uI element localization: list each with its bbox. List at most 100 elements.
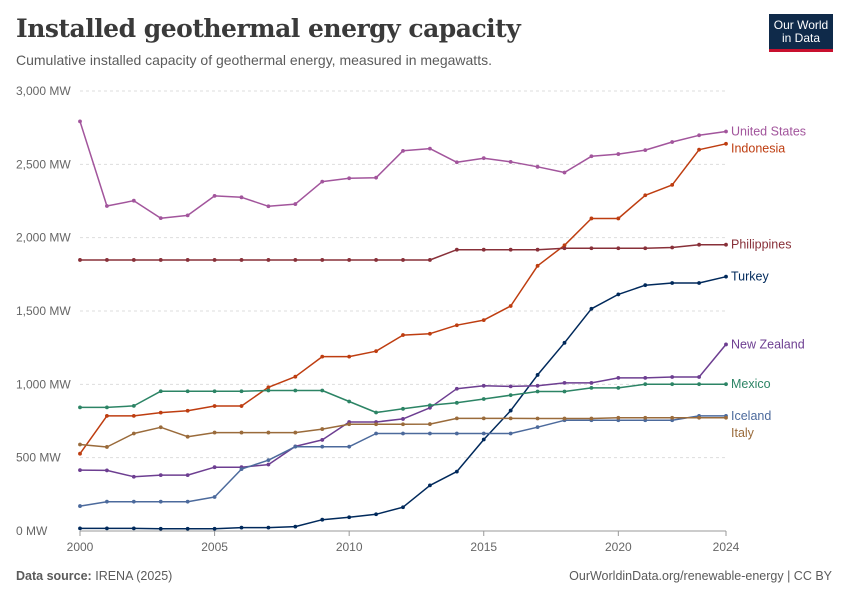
data-point — [78, 119, 82, 124]
data-point — [105, 204, 109, 208]
data-point — [293, 388, 298, 393]
data-point — [158, 258, 163, 262]
x-tick-label: 2020 — [605, 540, 632, 554]
data-point — [374, 431, 378, 436]
y-tick-label: 1,500 MW — [16, 304, 71, 318]
data-point — [589, 385, 594, 390]
data-point — [616, 246, 621, 251]
data-point — [158, 499, 163, 504]
y-tick-label: 2,500 MW — [16, 157, 71, 171]
data-point — [481, 437, 486, 442]
data-source-label: Data source: — [16, 569, 92, 583]
data-point — [724, 382, 728, 387]
data-point — [508, 304, 513, 308]
data-point — [78, 504, 82, 508]
data-point — [454, 386, 459, 391]
data-point — [562, 246, 567, 251]
data-point — [643, 382, 648, 387]
series-end-label: Turkey — [731, 270, 769, 284]
data-point — [562, 389, 567, 394]
data-point — [670, 415, 675, 420]
data-point — [293, 374, 298, 379]
data-point — [374, 258, 378, 262]
data-point — [158, 410, 163, 415]
data-point — [131, 499, 136, 504]
data-point — [589, 416, 594, 421]
data-point — [643, 246, 648, 251]
series-end-label: Philippines — [731, 238, 791, 252]
series-end-label: Italy — [731, 426, 755, 440]
data-point — [616, 375, 621, 380]
data-point — [158, 473, 163, 478]
chart-title: Installed geothermal energy capacity — [16, 14, 521, 43]
data-point — [105, 526, 109, 531]
data-point — [401, 431, 405, 436]
data-point — [428, 331, 432, 336]
data-point — [670, 245, 675, 250]
data-point — [401, 422, 405, 427]
data-point — [78, 468, 82, 473]
data-point — [481, 397, 486, 401]
x-tick-label: 2005 — [201, 540, 228, 554]
data-point — [131, 474, 136, 479]
data-source-value[interactable]: IRENA (2025) — [95, 569, 173, 583]
data-point — [616, 415, 621, 420]
data-point — [428, 403, 432, 408]
data-point — [589, 216, 594, 221]
data-point — [643, 193, 648, 198]
data-point — [454, 416, 459, 421]
data-point — [158, 216, 163, 221]
data-point — [562, 340, 567, 345]
data-point — [212, 193, 217, 198]
data-point — [158, 526, 163, 531]
data-point — [158, 425, 163, 430]
data-point — [535, 389, 540, 394]
data-point — [212, 495, 217, 499]
data-point — [508, 408, 513, 413]
x-tick-label: 2015 — [470, 540, 497, 554]
data-point — [670, 281, 675, 285]
data-point — [670, 375, 675, 379]
series-mexico — [78, 382, 728, 415]
data-point — [266, 458, 271, 463]
owid-logo[interactable]: Our World in Data — [769, 14, 833, 52]
data-point — [266, 388, 271, 393]
data-point — [401, 333, 405, 337]
data-point — [212, 404, 217, 408]
series-end-label: United States — [731, 124, 806, 138]
data-point — [293, 430, 298, 435]
data-point — [320, 427, 325, 431]
data-point — [508, 384, 513, 389]
y-tick-label: 500 MW — [16, 451, 61, 465]
data-point — [697, 242, 701, 247]
data-point — [131, 413, 136, 418]
data-source: Data source: IRENA (2025) — [16, 569, 172, 583]
data-point — [293, 444, 298, 449]
data-point — [347, 515, 352, 520]
series-end-label: New Zealand — [731, 337, 805, 351]
data-point — [105, 499, 109, 504]
x-tick-label: 2010 — [336, 540, 363, 554]
data-point — [158, 389, 163, 394]
data-point — [562, 170, 567, 175]
data-point — [616, 152, 621, 156]
data-point — [105, 258, 109, 262]
data-point — [347, 354, 352, 359]
data-point — [535, 425, 540, 430]
series-iceland — [78, 413, 728, 508]
data-point — [508, 159, 513, 164]
data-point — [347, 422, 352, 427]
data-point — [266, 525, 271, 530]
data-point — [131, 198, 136, 203]
data-point — [643, 415, 648, 420]
series-end-label: Mexico — [731, 377, 771, 391]
data-point — [266, 385, 271, 390]
data-point — [320, 388, 325, 393]
footer-link[interactable]: OurWorldinData.org/renewable-energy | CC… — [569, 569, 832, 583]
series-new-zealand — [78, 342, 728, 479]
data-point — [670, 182, 675, 187]
series-end-label: Iceland — [731, 409, 771, 423]
y-tick-label: 0 MW — [16, 524, 48, 538]
data-point — [320, 517, 325, 522]
data-point — [347, 444, 352, 449]
